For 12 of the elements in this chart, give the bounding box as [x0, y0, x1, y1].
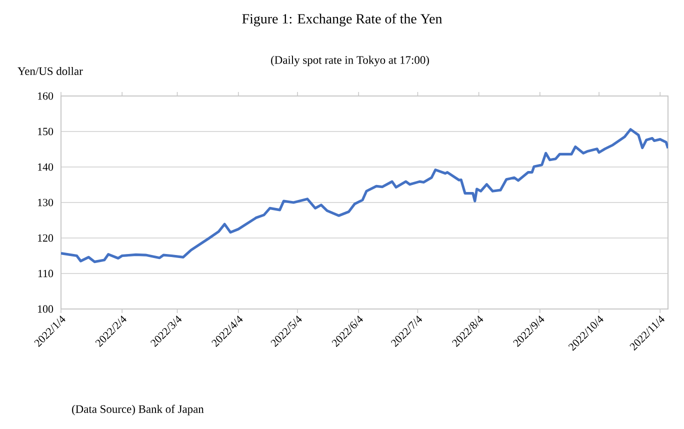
text: (Data Source) Bank of Japan [72, 404, 204, 416]
y-tick-label: 160 [38, 92, 54, 100]
y-tick-label: 100 [38, 305, 54, 313]
y-tick-label: 110 [38, 270, 54, 278]
chart-title: Figure 1: Exchange Rate of the Yen [242, 14, 442, 26]
y-tick-label: 150 [38, 128, 54, 136]
chart-subtitle: (Daily spot rate in Tokyo at 17:00) [271, 56, 429, 66]
line-series [61, 128, 668, 264]
y-tick-label: 120 [38, 234, 54, 242]
y-tick-label: 130 [38, 198, 54, 206]
y-tick-label: 140 [38, 163, 54, 171]
y-axis-title: Yen/US dollar [18, 66, 83, 76]
